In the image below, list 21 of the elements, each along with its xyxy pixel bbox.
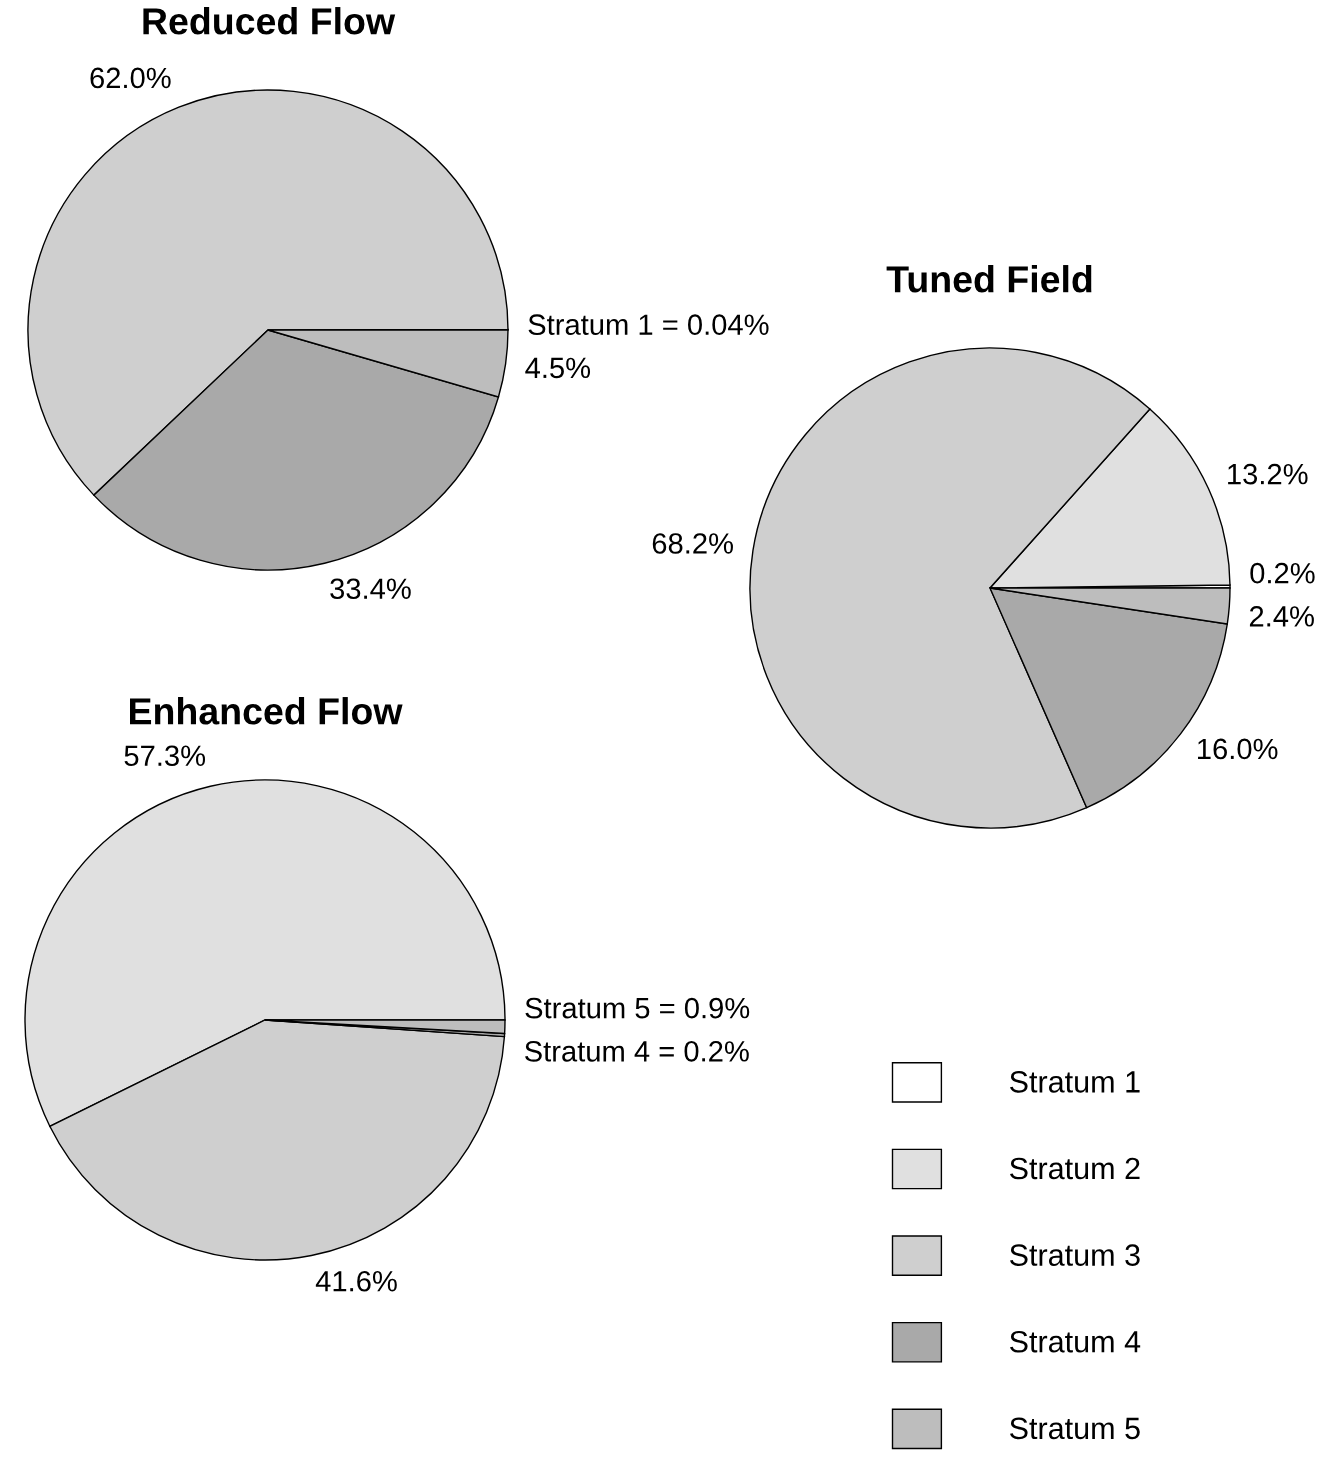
data-label: 4.5% <box>525 357 591 379</box>
data-label: 2.4% <box>1249 606 1314 627</box>
data-label: 68.2% <box>652 533 733 554</box>
data-label: Stratum 5 = 0.9% <box>525 997 750 1019</box>
data-label: 41.6% <box>315 1270 397 1292</box>
data-label: Stratum 1 = 0.04% <box>528 314 769 336</box>
chart-title: Enhanced Flow <box>130 697 403 725</box>
data-label: 33.4% <box>330 578 411 600</box>
legend-label: Stratum 1 <box>1010 1071 1140 1093</box>
data-label: 13.2% <box>1228 463 1308 485</box>
data-label: Stratum 4 = 0.2% <box>525 1041 749 1062</box>
data-label: 16.0% <box>1198 738 1278 760</box>
data-label: 0.2% <box>1250 562 1315 584</box>
chart-title: Reduced Flow <box>143 7 396 35</box>
data-label: 62.0% <box>90 67 171 89</box>
data-label: 57.3% <box>124 745 206 767</box>
legend-label: Stratum 3 <box>1010 1244 1140 1266</box>
chart-title: Tuned Field <box>886 265 1092 293</box>
legend-label: Stratum 5 <box>1010 1417 1140 1440</box>
legend-label: Stratum 2 <box>1010 1157 1140 1180</box>
legend-label: Stratum 4 <box>1010 1330 1141 1353</box>
